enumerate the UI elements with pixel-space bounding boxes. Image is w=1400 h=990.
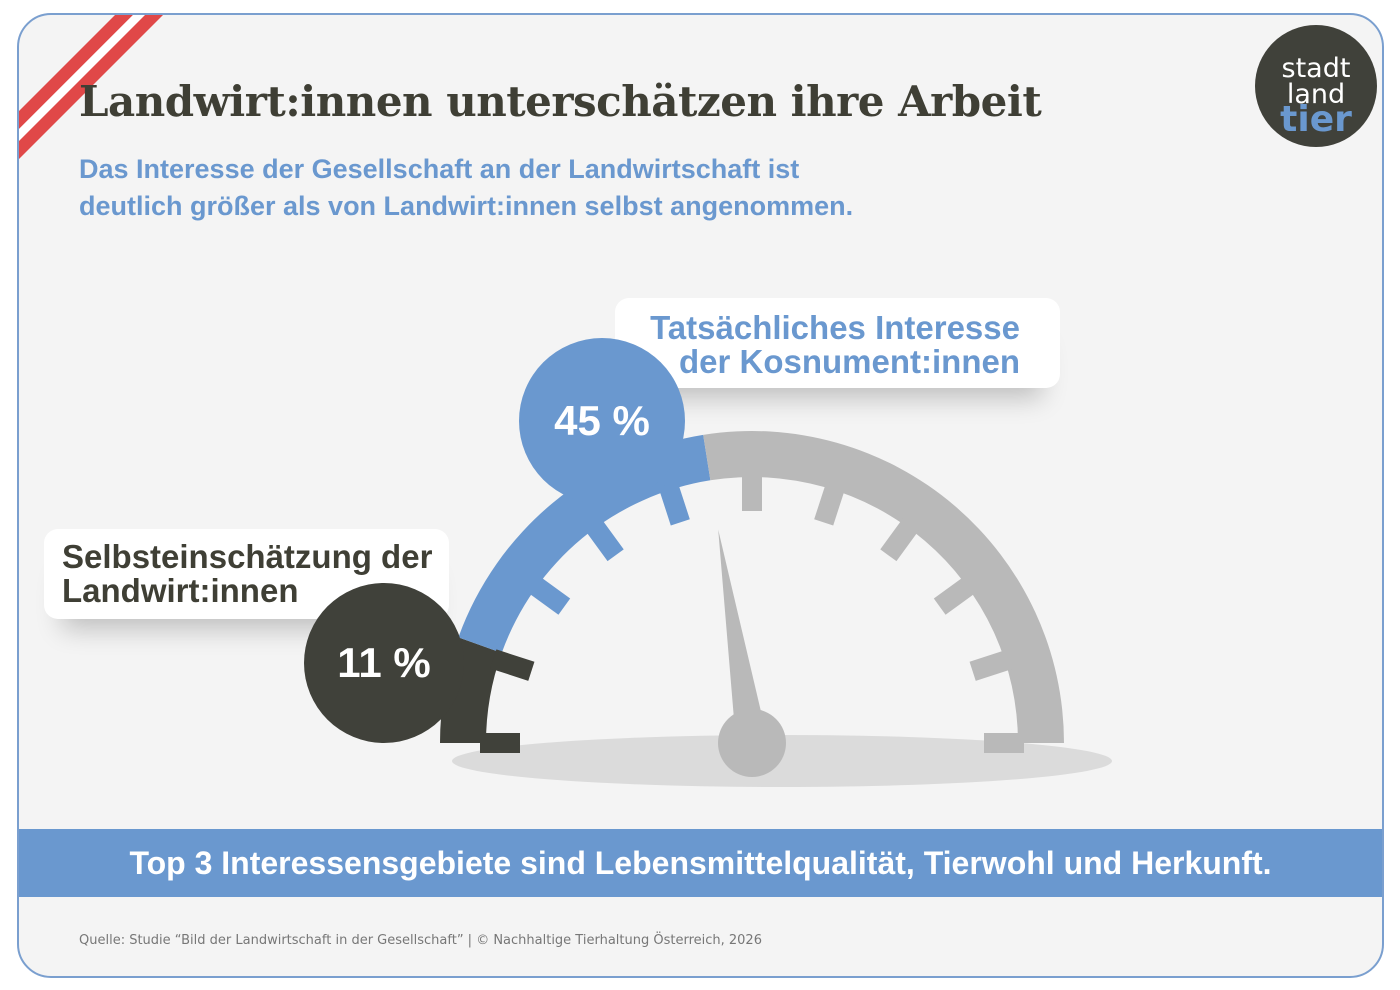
label-actual-interest-line-2: der Kosnument:innen bbox=[678, 343, 1020, 380]
gauge-shadow bbox=[452, 735, 1112, 787]
ribbon-stripe-red-bottom bbox=[19, 15, 163, 159]
subtitle-line-2: deutlich größer als von Landwirt:innen s… bbox=[79, 191, 854, 221]
gauge-tick bbox=[880, 517, 920, 562]
brand-logo: stadt land tier bbox=[1255, 25, 1377, 147]
logo-word-stadt: stadt bbox=[1281, 53, 1351, 84]
page-title: Landwirt:innen unterschätzen ihre Arbeit bbox=[79, 77, 1042, 126]
gauge-tick bbox=[658, 481, 690, 526]
gauge-tick bbox=[584, 517, 624, 562]
austria-flag-ribbon bbox=[19, 15, 163, 159]
gauge-chart bbox=[440, 431, 1112, 787]
subtitle: Das Interesse der Gesellschaft an der La… bbox=[79, 151, 979, 225]
gauge-needle bbox=[718, 529, 768, 746]
top-interests-banner: Top 3 Interessensgebiete sind Lebensmitt… bbox=[19, 829, 1382, 897]
logo-word-tier: tier bbox=[1280, 99, 1352, 140]
source-footer: Quelle: Studie “Bild der Landwirtschaft … bbox=[79, 933, 762, 948]
value-bubble-self: 11 % bbox=[304, 583, 464, 743]
label-actual-interest-line-1: Tatsächliches Interesse bbox=[650, 309, 1020, 346]
gauge-tick bbox=[969, 649, 1014, 681]
gauge-tick bbox=[490, 649, 535, 681]
gauge-segment-remaining bbox=[703, 431, 1064, 743]
gauge-needle-hub bbox=[718, 709, 786, 777]
label-self-assessment: Selbsteinschätzung der Landwirt:innen bbox=[44, 529, 449, 619]
gauge-tick bbox=[933, 575, 978, 615]
label-self-assessment-line-1: Selbsteinschätzung der bbox=[62, 538, 433, 575]
infographic-card: Landwirt:innen unterschätzen ihre Arbeit… bbox=[17, 13, 1384, 978]
gauge-tick bbox=[526, 575, 571, 615]
subtitle-line-1: Das Interesse der Gesellschaft an der La… bbox=[79, 154, 800, 184]
logo-word-land: land bbox=[1286, 79, 1346, 110]
gauge-tick bbox=[814, 481, 846, 526]
label-self-assessment-line-2: Landwirt:innen bbox=[62, 572, 299, 609]
value-bubble-actual: 45 % bbox=[519, 338, 685, 504]
label-actual-interest: Tatsächliches Interesse der Kosnument:in… bbox=[615, 298, 1060, 388]
